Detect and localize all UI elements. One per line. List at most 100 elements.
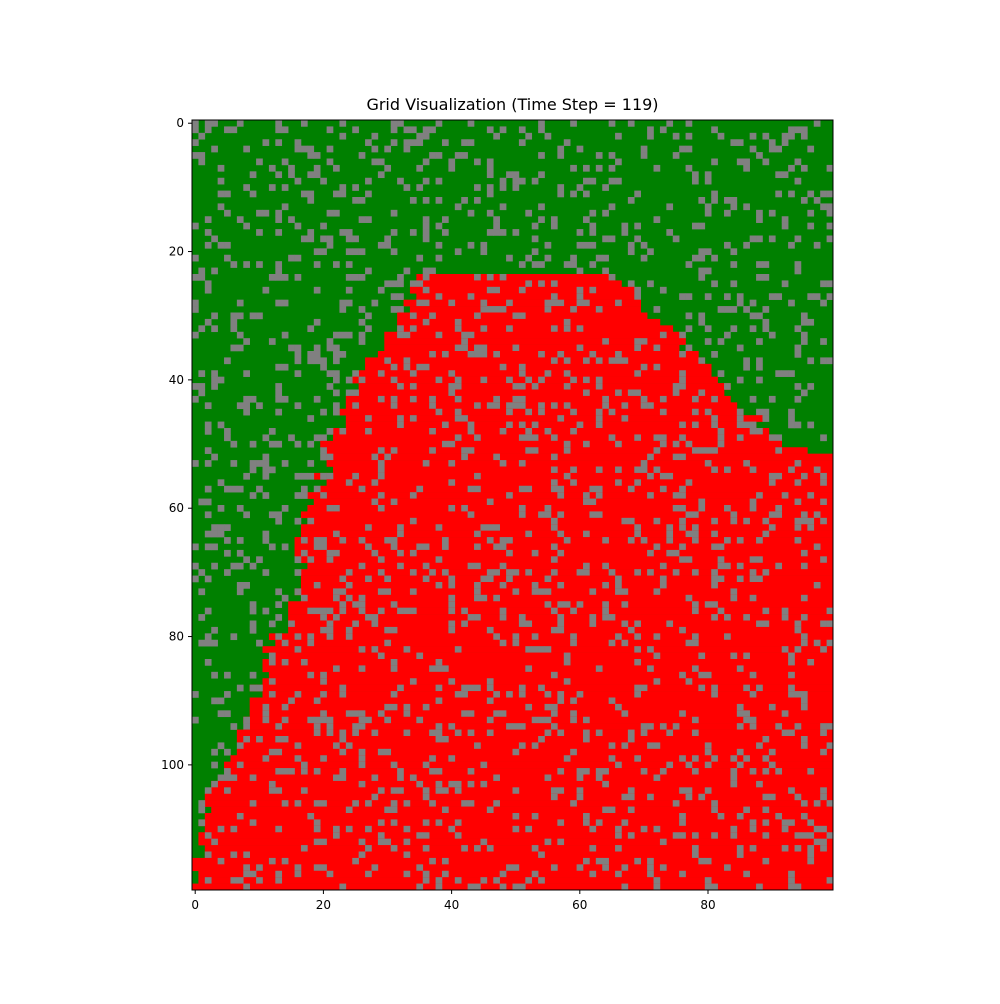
empty-cell [345,582,353,589]
empty-cell [749,421,757,429]
empty-cell [256,402,263,410]
empty-cell [679,710,686,718]
empty-cell [416,132,424,140]
empty-cell [653,363,661,371]
empty-cell [730,517,738,525]
empty-cell [499,614,507,621]
empty-cell [724,383,731,390]
empty-cell [704,883,712,891]
empty-cell [236,537,244,544]
empty-cell [615,351,622,358]
burning-cells-row [352,376,718,384]
empty-cell [204,485,212,493]
empty-cell [691,421,699,429]
empty-cell [691,639,699,647]
empty-cell [698,318,706,326]
empty-cell [435,222,443,230]
empty-cell [602,395,609,403]
empty-cell [634,524,641,531]
empty-cell [691,601,699,608]
empty-cell [422,877,430,884]
empty-cell [602,601,609,608]
empty-cell [358,274,366,281]
empty-cell [416,883,424,891]
empty-cell [275,171,283,179]
empty-cell [198,639,206,647]
empty-cell [813,582,821,589]
burning-cells-row [236,736,834,743]
empty-cell [493,524,500,531]
empty-cell [704,748,712,756]
empty-cell [775,562,783,570]
empty-cell [333,376,340,384]
empty-cell [704,877,712,884]
empty-cell [749,505,757,512]
empty-cell [711,280,718,288]
empty-cell [717,556,725,564]
empty-cell [736,344,744,352]
empty-cell [429,800,436,807]
burning-cells-row [249,703,834,711]
empty-cell [762,736,770,743]
empty-cell [409,549,417,557]
empty-cell [685,678,693,685]
empty-cell [800,389,808,397]
empty-cell [358,376,366,384]
empty-cell [794,351,802,358]
empty-cell [768,479,776,487]
empty-cell [589,588,597,596]
empty-cell [506,864,513,872]
empty-cell [608,152,616,159]
empty-cell [422,787,430,795]
empty-cell [281,184,289,191]
empty-cell [268,184,276,191]
empty-cell [365,190,372,198]
empty-cell [333,389,340,397]
empty-cell [506,575,513,583]
empty-cell [781,280,789,288]
empty-cell [313,768,321,775]
empty-cell [659,331,667,339]
empty-cell [589,241,597,249]
empty-cell [506,691,513,698]
empty-cell [743,421,750,429]
burning-cells-row [300,575,834,583]
empty-cell [377,492,385,499]
empty-cell [659,485,667,493]
empty-cell [640,254,648,262]
empty-cell [384,748,392,756]
empty-cell [730,652,738,660]
empty-cell [512,312,520,320]
empty-cell [204,460,212,467]
empty-cell [788,415,795,422]
x-tick-label: 80 [700,898,715,912]
empty-cell [666,620,674,628]
empty-cell [512,184,520,191]
empty-cell [275,614,283,621]
empty-cell [602,864,609,872]
empty-cell [352,800,359,807]
empty-cell [807,832,815,839]
empty-cell [800,742,808,750]
empty-cell [813,293,821,300]
empty-cell [788,466,795,474]
empty-cell [602,780,609,788]
empty-cell [781,646,789,653]
empty-cell [409,312,417,320]
empty-cell [474,582,481,589]
empty-cell [236,582,244,589]
empty-cell [704,857,712,865]
empty-cell [775,171,783,179]
empty-cell [538,171,545,179]
burning-cells-row [313,498,834,506]
empty-cell [794,620,802,628]
empty-cell [698,254,706,262]
empty-cell [345,742,353,750]
empty-cell [659,768,667,775]
empty-cell [794,177,802,185]
empty-cell [371,479,379,487]
empty-cell [192,126,199,134]
empty-cell [256,684,263,692]
empty-cell [525,280,533,288]
empty-cell [480,524,488,531]
